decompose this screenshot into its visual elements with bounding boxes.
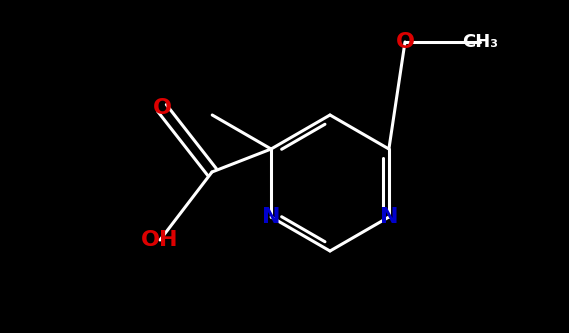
Text: O: O — [395, 32, 414, 52]
Text: N: N — [262, 207, 281, 227]
Text: N: N — [380, 207, 398, 227]
Text: O: O — [152, 98, 171, 118]
Text: CH₃: CH₃ — [462, 33, 498, 51]
Text: OH: OH — [141, 230, 179, 250]
